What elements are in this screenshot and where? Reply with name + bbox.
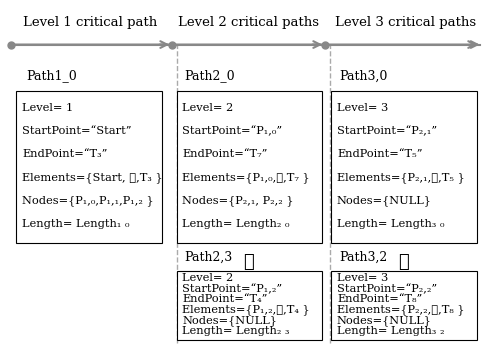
Text: Length= Length₂ ₃: Length= Length₂ ₃ — [182, 326, 290, 336]
Text: StartPoint=“P₂,₁”: StartPoint=“P₂,₁” — [337, 126, 437, 136]
Text: Elements={P₁,₂,⋯,T₄ }: Elements={P₁,₂,⋯,T₄ } — [182, 304, 310, 315]
Text: Path3,0: Path3,0 — [340, 70, 388, 82]
Text: EndPoint=“T₅”: EndPoint=“T₅” — [337, 149, 422, 159]
Text: ⋮: ⋮ — [398, 253, 409, 271]
Text: EndPoint=“T₇”: EndPoint=“T₇” — [182, 149, 268, 159]
FancyBboxPatch shape — [331, 271, 476, 340]
Text: Length= Length₂ ₀: Length= Length₂ ₀ — [182, 219, 290, 229]
Text: Elements={P₂,₂,⋯,T₈ }: Elements={P₂,₂,⋯,T₈ } — [337, 304, 464, 315]
Text: EndPoint=“T₈”: EndPoint=“T₈” — [337, 294, 422, 304]
Text: Level= 3: Level= 3 — [337, 273, 388, 283]
Text: Nodes={NULL}: Nodes={NULL} — [182, 315, 278, 326]
Text: Elements={P₁,₀,⋯,T₇ }: Elements={P₁,₀,⋯,T₇ } — [182, 172, 310, 183]
Text: Path3,2: Path3,2 — [340, 251, 388, 264]
Text: ⋮: ⋮ — [243, 253, 254, 271]
Text: Level 2 critical paths: Level 2 critical paths — [178, 16, 318, 29]
Text: Level 3 critical paths: Level 3 critical paths — [336, 16, 476, 29]
Text: Nodes={P₂,₁, P₂,₂ }: Nodes={P₂,₁, P₂,₂ } — [182, 196, 294, 206]
Text: Path2_0: Path2_0 — [184, 70, 234, 82]
Text: Elements={P₂,₁,⋯,T₅ }: Elements={P₂,₁,⋯,T₅ } — [337, 172, 464, 183]
Text: Elements={Start, ⋯,T₃ }: Elements={Start, ⋯,T₃ } — [22, 172, 162, 183]
Text: Length= Length₃ ₀: Length= Length₃ ₀ — [337, 219, 444, 229]
Text: Length= Length₃ ₂: Length= Length₃ ₂ — [337, 326, 444, 336]
Text: Nodes={NULL}: Nodes={NULL} — [337, 196, 432, 206]
Text: StartPoint=“Start”: StartPoint=“Start” — [22, 126, 132, 136]
Text: StartPoint=“P₂,₂”: StartPoint=“P₂,₂” — [337, 283, 437, 294]
FancyBboxPatch shape — [176, 91, 322, 243]
Text: StartPoint=“P₁,₀”: StartPoint=“P₁,₀” — [182, 126, 282, 136]
Text: EndPoint=“T₄”: EndPoint=“T₄” — [182, 294, 268, 304]
FancyBboxPatch shape — [16, 91, 162, 243]
Text: Nodes={P₁,₀,P₁,₁,P₁,₂ }: Nodes={P₁,₀,P₁,₁,P₁,₂ } — [22, 196, 154, 206]
Text: Path1_0: Path1_0 — [26, 70, 77, 82]
Text: Level= 1: Level= 1 — [22, 103, 74, 112]
Text: EndPoint=“T₃”: EndPoint=“T₃” — [22, 149, 107, 159]
Text: Length= Length₁ ₀: Length= Length₁ ₀ — [22, 219, 130, 229]
Text: Level 1 critical path: Level 1 critical path — [23, 16, 158, 29]
FancyBboxPatch shape — [176, 271, 322, 340]
FancyBboxPatch shape — [331, 91, 476, 243]
Text: Nodes={NULL}: Nodes={NULL} — [337, 315, 432, 326]
Text: StartPoint=“P₁,₂”: StartPoint=“P₁,₂” — [182, 283, 282, 294]
Text: Level= 3: Level= 3 — [337, 103, 388, 112]
Text: Level= 2: Level= 2 — [182, 103, 234, 112]
Text: Level= 2: Level= 2 — [182, 273, 234, 283]
Text: Path2,3: Path2,3 — [184, 251, 232, 264]
